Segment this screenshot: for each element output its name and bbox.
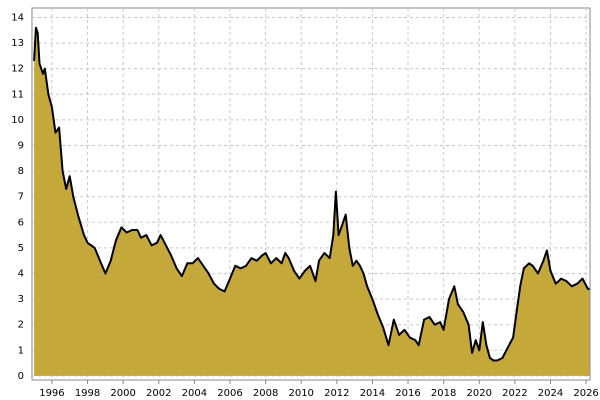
x-tick-label: 2016 <box>395 388 420 399</box>
y-tick-label: 1 <box>18 345 24 356</box>
y-tick-label: 14 <box>11 12 24 23</box>
x-tick-label: 2000 <box>110 388 135 399</box>
y-tick-label: 0 <box>18 371 24 382</box>
line <box>33 26 590 362</box>
x-tick-label: 2006 <box>217 388 242 399</box>
x-tick-label: 2020 <box>467 388 492 399</box>
y-tick-label: 6 <box>18 217 24 228</box>
x-tick-label: 2010 <box>288 388 313 399</box>
y-tick-label: 9 <box>18 140 24 151</box>
x-tick-label: 2008 <box>253 388 278 399</box>
x-tick-label: 2026 <box>573 388 598 399</box>
y-tick-label: 12 <box>11 64 24 75</box>
y-tick-label: 7 <box>18 192 24 203</box>
x-tick-label: 2024 <box>538 388 563 399</box>
y-tick-label: 13 <box>11 38 24 49</box>
y-tick-label: 11 <box>11 89 24 100</box>
y-tick-label: 2 <box>18 320 24 331</box>
y-tick-label: 3 <box>18 294 24 305</box>
x-tick-label: 1996 <box>39 388 64 399</box>
x-tick-label: 2002 <box>146 388 171 399</box>
y-tick-label: 5 <box>18 243 24 254</box>
y-tick-label: 8 <box>18 166 24 177</box>
x-tick-label: 1998 <box>75 388 100 399</box>
y-tick-label: 10 <box>11 115 24 126</box>
x-tick-label: 2014 <box>360 388 385 399</box>
x-tick-label: 2012 <box>324 388 349 399</box>
y-tick-label: 4 <box>18 268 24 279</box>
x-tick-label: 2018 <box>431 388 456 399</box>
x-tick-label: 2022 <box>502 388 527 399</box>
area <box>34 27 590 376</box>
x-tick-label: 2004 <box>182 388 207 399</box>
